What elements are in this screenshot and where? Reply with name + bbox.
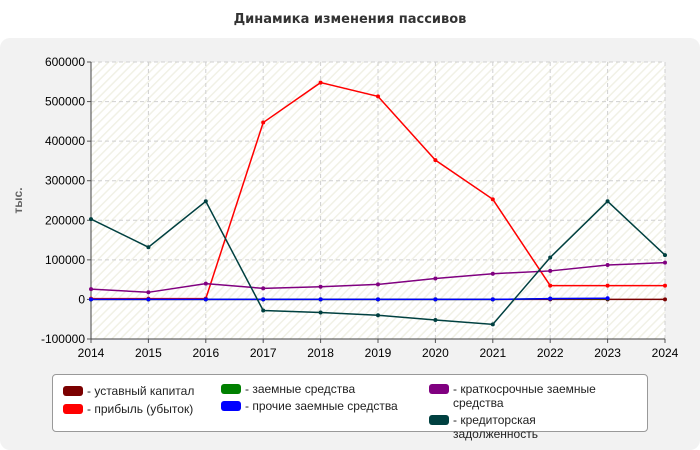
series-point-5 (146, 245, 151, 250)
y-axis-label: тыс. (11, 187, 25, 213)
legend-swatch (429, 384, 449, 394)
series-point-5 (548, 255, 553, 260)
legend-swatch (63, 404, 83, 414)
series-point-0 (663, 297, 667, 302)
y-tick-label: -100000 (41, 332, 85, 346)
series-point-4 (490, 271, 495, 276)
legend-swatch (221, 401, 241, 411)
y-tick-label: 300000 (45, 174, 85, 188)
legend-label: - краткосрочные заемные средства (453, 382, 596, 410)
y-tick-label: 0 (78, 292, 85, 306)
series-point-1 (376, 94, 380, 99)
series-point-4 (203, 281, 208, 286)
legend-item: - кредиторская задолженность (429, 413, 623, 441)
x-tick-label: 2020 (422, 346, 449, 360)
x-tick-label: 2014 (78, 346, 105, 360)
series-point-1 (605, 283, 610, 288)
legend-swatch (63, 386, 83, 396)
series-point-1 (261, 120, 266, 125)
x-tick-label: 2023 (594, 346, 621, 360)
legend-item: - прибыль (убыток) (63, 402, 193, 416)
x-tick-label: 2021 (479, 346, 506, 360)
x-tick-label: 2017 (250, 346, 277, 360)
series-point-4 (89, 287, 93, 292)
series-point-4 (318, 284, 323, 289)
x-tick-label: 2015 (135, 346, 162, 360)
x-tick-label: 2019 (365, 346, 392, 360)
series-point-1 (548, 283, 553, 288)
y-tick-label: 100000 (45, 253, 85, 267)
series-point-3 (605, 296, 610, 301)
legend-label: - заемные средства (245, 382, 356, 396)
legend-label: - кредиторская задолженность (453, 413, 538, 441)
series-point-5 (203, 199, 208, 204)
plot-area (91, 62, 665, 339)
series-point-5 (433, 318, 438, 323)
series-point-3 (548, 296, 553, 301)
series-point-5 (376, 313, 380, 318)
series-point-1 (490, 197, 495, 202)
legend-item: - уставный капитал (63, 384, 194, 398)
legend-swatch (429, 415, 449, 425)
chart-title: Динамика изменения пассивов (233, 12, 467, 27)
series-point-4 (261, 286, 266, 291)
series-point-4 (146, 290, 151, 295)
series-point-3 (490, 297, 495, 302)
legend-swatch (221, 384, 241, 394)
series-line-3 (91, 297, 608, 301)
series-point-3 (433, 297, 438, 302)
series-point-4 (548, 268, 553, 273)
chart-legend: - уставный капитал - прибыль (убыток) - за… (52, 374, 648, 441)
series-point-5 (663, 253, 667, 258)
y-tick-label: 200000 (45, 213, 85, 227)
legend-item: - заемные средства (221, 382, 355, 396)
series-point-1 (318, 80, 323, 85)
legend-item: - прочие заемные средства (221, 399, 398, 413)
legend-label: - уставный капитал (87, 384, 195, 398)
series-point-1 (663, 283, 667, 288)
x-tick-label: 2016 (192, 346, 219, 360)
x-tick-label: 2024 (652, 346, 679, 360)
x-tick-label: 2022 (537, 346, 564, 360)
series-point-1 (433, 158, 438, 163)
series-point-4 (433, 276, 438, 281)
series-point-4 (663, 260, 667, 265)
legend-label: - прочие заемные средства (245, 399, 398, 413)
y-tick-label: 600000 (45, 55, 85, 69)
series-point-3 (89, 297, 93, 302)
series-point-3 (376, 297, 380, 302)
series-point-3 (146, 297, 151, 302)
series-point-4 (605, 263, 610, 268)
series-point-3 (261, 297, 266, 302)
y-tick-label: 500000 (45, 95, 85, 109)
legend-item: - краткосрочные заемные средства (429, 382, 623, 410)
legend-label: - прибыль (убыток) (87, 402, 194, 416)
series-point-5 (605, 199, 610, 204)
series-point-5 (89, 217, 93, 222)
y-tick-label: 400000 (45, 134, 85, 148)
series-point-5 (490, 322, 495, 327)
series-point-3 (318, 297, 323, 302)
x-tick-label: 2018 (307, 346, 334, 360)
series-point-3 (203, 297, 208, 302)
series-point-5 (261, 308, 266, 313)
series-point-4 (376, 282, 380, 287)
series-point-5 (318, 310, 323, 315)
